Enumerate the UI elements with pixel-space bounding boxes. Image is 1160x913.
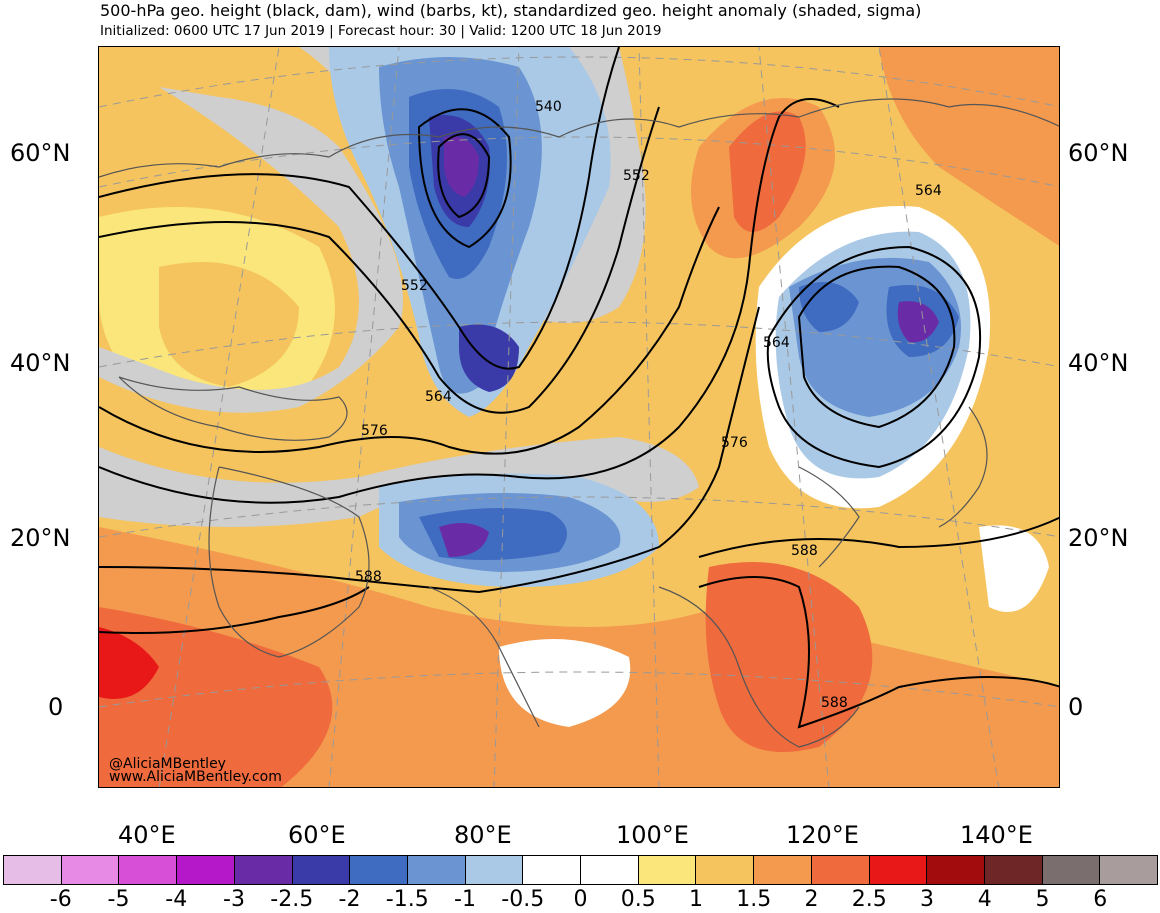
contour-label: 588: [355, 569, 382, 585]
colorbar-label: 6: [1093, 887, 1108, 912]
colorbar-label: -2: [338, 887, 361, 912]
colorbar-label: 0.5: [620, 887, 656, 912]
lon-label-80e: 80°E: [454, 821, 512, 849]
anomaly-arabia-peak: [99, 627, 159, 699]
contour-label: 552: [401, 278, 428, 294]
contour-label: 540: [535, 99, 562, 115]
colorbar-label: 0: [573, 887, 588, 912]
contour-label: 588: [791, 543, 818, 559]
colorbar-label: -2.5: [270, 887, 314, 912]
anomaly-bay-of-bengal: [499, 639, 631, 727]
colorbar-label: 1: [689, 887, 703, 912]
anomaly-east-core: [897, 301, 939, 343]
contour-label: 552: [623, 168, 650, 184]
chart-subtitle: Initialized: 0600 UTC 17 Jun 2019 | Fore…: [100, 23, 662, 39]
lat-label-40n-right: 40°N: [1068, 349, 1129, 377]
contour-label: 576: [721, 435, 748, 451]
colorbar-label: 2.5: [851, 887, 887, 912]
lat-label-60n-left: 60°N: [10, 139, 71, 167]
colorbar-label: -3: [223, 887, 245, 912]
anomaly-far-east: [879, 47, 1059, 246]
lat-label-0-right: 0: [1068, 693, 1084, 721]
colorbar-label: 2: [804, 887, 819, 912]
lon-label-40e: 40°E: [118, 821, 176, 849]
map-panel: 540 552 552 564 564 564 576 576 588 588 …: [98, 46, 1060, 788]
colorbar-box: [927, 856, 985, 884]
colorbar-label: -0.5: [501, 887, 545, 912]
colorbar-box: [1100, 856, 1158, 884]
credit-handle: @AliciaMBentley: [109, 756, 226, 772]
graticule: [99, 47, 1059, 787]
contour-label: 564: [763, 335, 790, 351]
colorbar-box: [811, 856, 870, 884]
lat-label-20n-right: 20°N: [1068, 524, 1129, 552]
lat-label-60n-right: 60°N: [1068, 139, 1129, 167]
lon-label-100e: 100°E: [616, 821, 689, 849]
contour-label: 588: [821, 695, 848, 711]
anomaly-trough-max: [444, 136, 479, 197]
colorbar-box: [523, 856, 582, 884]
anomaly-arabia: [99, 607, 333, 787]
colorbar-box: [465, 856, 524, 884]
lat-label-0-left: 0: [48, 693, 64, 721]
colorbar-label: 1.5: [736, 887, 772, 912]
colorbar-box: [119, 856, 178, 884]
colorbar-label: -5: [107, 887, 130, 912]
colorbar-label: -4: [165, 887, 188, 912]
anomaly-europe-core: [159, 262, 299, 387]
anomaly-indochina: [705, 562, 873, 752]
anomaly-tibet-core: [439, 523, 489, 557]
map-canvas: 540 552 552 564 564 564 576 576 588 588 …: [99, 47, 1059, 787]
colorbar-box: [177, 856, 235, 884]
colorbar-box: [407, 856, 466, 884]
colorbar-label: -6: [49, 887, 72, 912]
colorbar-box: [984, 856, 1043, 884]
colorbar-box: [292, 856, 351, 884]
colorbar-box: [350, 856, 408, 884]
anomaly-tibet-inner: [419, 508, 567, 561]
contour-label: 564: [425, 389, 452, 405]
anomaly-siberia-peak: [729, 111, 806, 232]
colorbar: [3, 855, 1158, 885]
colorbar-box: [638, 856, 697, 884]
colorbar-label: -1: [454, 887, 476, 912]
colorbar-box: [61, 856, 120, 884]
contour-labels: 540 552 552 564 564 564 576 576 588 588 …: [355, 99, 942, 711]
height-contours: [99, 47, 1059, 729]
lon-label-60e: 60°E: [288, 821, 346, 849]
colorbar-box: [234, 856, 293, 884]
anomaly-trough-south-core: [459, 324, 519, 392]
credit-url: www.AliciaMBentley.com: [109, 769, 282, 785]
contour-label: 564: [915, 183, 942, 199]
colorbar-label: -1.5: [385, 887, 429, 912]
anomaly-neutral-west: [99, 87, 403, 413]
lat-label-40n-left: 40°N: [10, 349, 71, 377]
anomaly-west-pacific: [979, 525, 1049, 612]
colorbar-box: [581, 856, 639, 884]
colorbar-box: [696, 856, 755, 884]
contour-label: 576: [361, 423, 388, 439]
lon-label-140e: 140°E: [960, 821, 1033, 849]
colorbar-box: [754, 856, 812, 884]
colorbar-label: 3: [920, 887, 934, 912]
colorbar-label: 5: [1035, 887, 1050, 912]
colorbar-box: [1042, 856, 1101, 884]
lon-label-120e: 120°E: [786, 821, 859, 849]
coastlines: [99, 98, 1059, 748]
lat-label-20n-left: 20°N: [10, 524, 71, 552]
colorbar-box: [4, 856, 62, 884]
chart-title: 500-hPa geo. height (black, dam), wind (…: [100, 1, 922, 20]
colorbar-label: 4: [977, 887, 992, 912]
colorbar-box: [869, 856, 928, 884]
